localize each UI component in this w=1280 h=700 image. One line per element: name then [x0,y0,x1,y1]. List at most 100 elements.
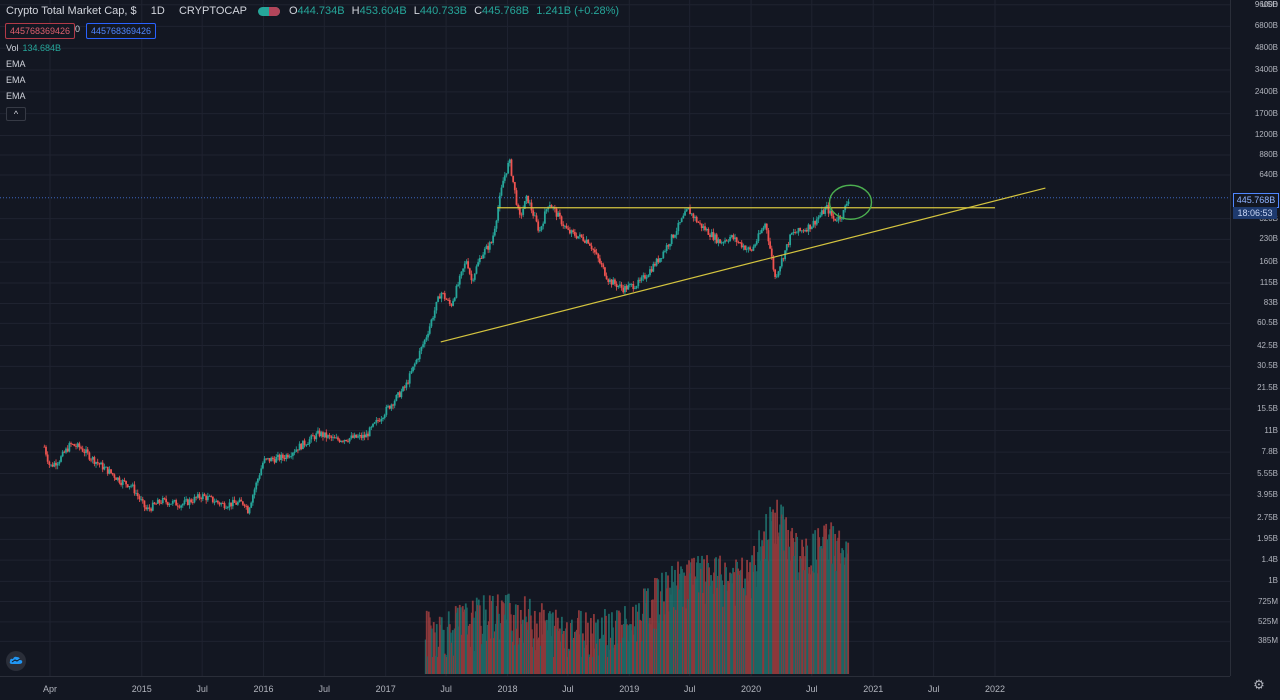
candle-body [161,498,164,504]
volume-bar [628,641,630,674]
volume-bar [612,627,614,674]
candle-body [297,449,299,451]
volume-bar [841,548,844,674]
candle-body [78,443,81,448]
volume-bar [803,570,806,674]
candle-body [280,454,283,460]
volume-bar [690,562,692,674]
volume-bar [497,613,500,674]
candle-body [183,500,186,505]
ema-indicator-2[interactable]: EMA [6,75,26,85]
candle-body [604,267,606,276]
price-axis[interactable]: USD 9600B 6800B 4800B 3400B 2400B 1700B 1200B 8… [1230,0,1280,676]
visibility-toggle[interactable] [257,6,280,16]
volume-bar [672,582,674,674]
indicator-input-blue[interactable]: 445768369426 [86,23,157,39]
volume-bar [562,630,565,674]
candle-body [246,506,249,514]
ohlc-high: H453.604B [351,5,407,17]
candle-body [575,235,578,239]
volume-bar [708,567,710,674]
candle-body [105,466,107,468]
candle-body [175,500,178,506]
volume-bar [666,588,668,674]
candle-body [145,507,148,510]
indicator-input-red[interactable]: 445768369426 [5,23,76,39]
volume-bar [623,623,625,674]
time-tick-label: 2016 [253,684,274,694]
volume-bar [727,580,729,674]
ema-indicator-1[interactable]: EMA [6,59,26,69]
exchange-label: CRYPTOCAP [178,5,247,17]
candle-body [46,454,49,462]
candle-body [256,478,259,483]
volume-bar [519,609,522,674]
time-tick-label: 2020 [741,684,762,694]
candle-body [779,266,782,272]
volume-bar [780,504,783,674]
candle-body [715,234,718,243]
volume-bar [459,607,462,674]
ema-indicator-3[interactable]: EMA [6,91,26,101]
candle-body [420,346,423,351]
price-chart[interactable] [0,0,1230,676]
symbol-title[interactable]: Crypto Total Market Cap, $ [6,5,137,17]
volume-bar [536,639,539,674]
volume-bar [824,528,827,674]
volume-bar [487,621,490,674]
candle-body [690,213,693,215]
volume-bar [639,619,641,674]
candle-body [315,433,318,440]
candle-body [610,279,613,285]
candle-body [146,507,149,510]
candle-body [684,211,686,216]
volume-bar [557,631,560,674]
candle-body [457,284,459,286]
candle-body [442,292,444,294]
candle-body [697,221,700,223]
volume-indicator-label[interactable]: Vol 134.684B [6,43,62,53]
volume-bar [528,598,531,674]
candle-body [555,208,558,217]
volume-bar [431,657,434,674]
volume-bar [787,529,790,674]
volume-bar [652,599,654,674]
candle-body [138,496,141,500]
volume-bar [668,611,670,674]
volume-bar [712,593,714,674]
candle-body [215,500,218,503]
candle-body [540,226,543,231]
time-tick-label: Jul [806,684,818,694]
volume-bar [765,514,767,674]
candle-body [190,499,193,503]
candle-body [795,232,798,234]
volume-bar [839,563,842,674]
candle-body [285,454,288,460]
volume-bar [530,629,533,674]
volume-bar [433,632,436,674]
volume-bar [678,589,680,674]
volume-bar [766,539,768,674]
interval-label[interactable]: 1D [150,5,165,17]
candle-body [825,205,828,209]
tradingview-cloud-icon[interactable] [6,651,26,671]
candle-body [400,391,403,398]
volume-bar [776,499,779,674]
gear-icon[interactable]: ⚙ [1253,677,1265,692]
volume-bar [506,594,509,674]
volume-bar [795,533,798,674]
time-axis[interactable]: Apr 2015 Jul 2016 Jul 2017 Jul 2018 Jul 2019 Jul 20… [0,676,1230,700]
volume-bar [826,539,829,674]
volume-bar [724,562,726,674]
candle-body [203,494,206,496]
candle-body [759,233,761,234]
volume-bar [499,623,502,674]
candle-body [165,498,168,503]
candle-body [75,446,77,447]
candle-body [60,456,62,462]
collapse-indicators-button[interactable]: ^ [6,107,26,121]
candle-body [719,239,721,244]
volume-bar [655,628,657,674]
candle-body [599,258,601,264]
